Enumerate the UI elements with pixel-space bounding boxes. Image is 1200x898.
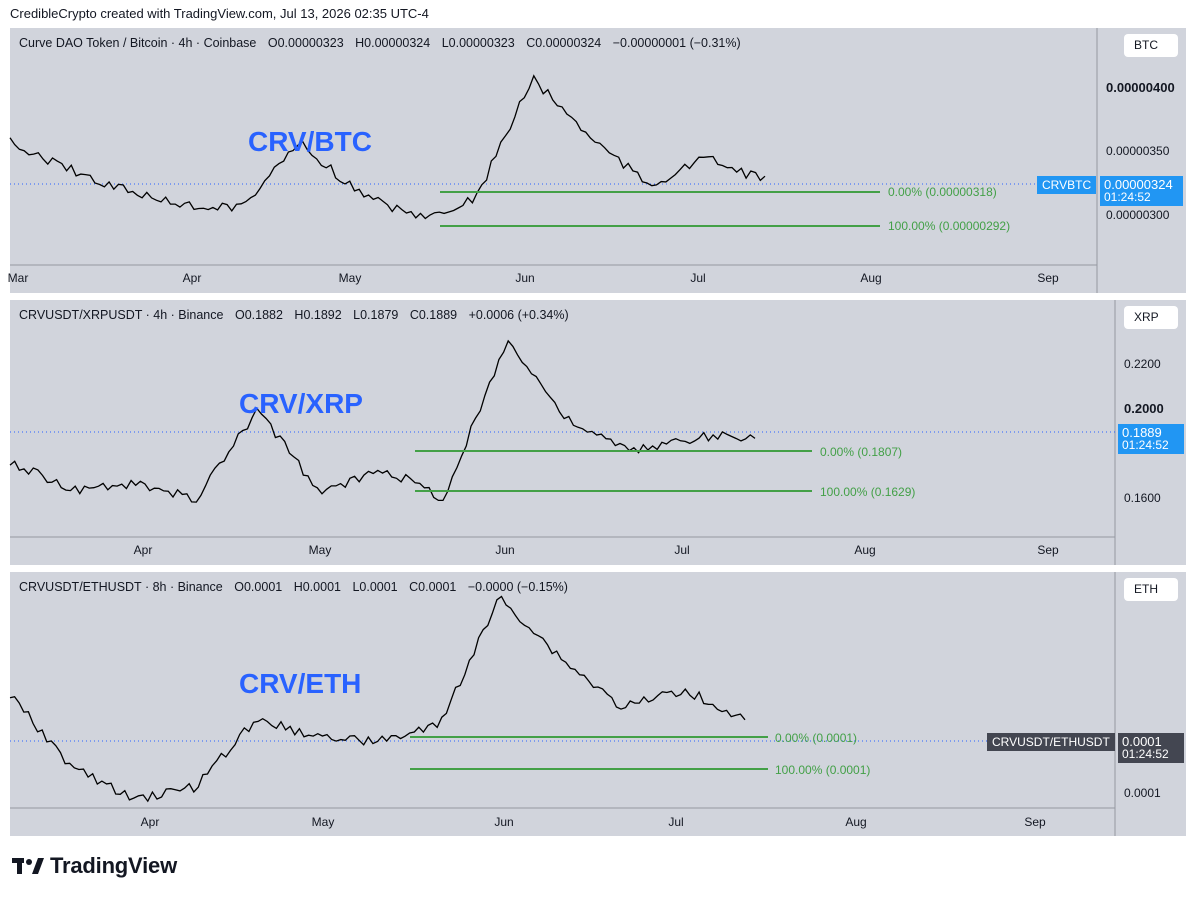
x-tick: Apr (182, 271, 202, 285)
ohlc-legend: CRVUSDT/XRPUSDT · 4h · Binance O0.1882 H… (19, 308, 569, 322)
y-tick: 0.00000300 (1106, 208, 1170, 222)
legend-open: 0.1882 (244, 308, 283, 322)
chart-panel-crv-btc[interactable]: Curve DAO Token / Bitcoin · 4h · Coinbas… (7, 28, 1186, 293)
y-tick: 0.0001 (1124, 786, 1161, 800)
legend-low: 0.1879 (360, 308, 399, 322)
y-tick: 0.2000 (1124, 401, 1164, 416)
legend-low: 0.0001 (359, 580, 398, 594)
legend-open-key: O (267, 36, 278, 50)
fib-label-0: 0.00% (0.00000318) (888, 185, 997, 199)
bar-countdown: 01:24:52 (1122, 438, 1169, 452)
legend-high-key: H (294, 308, 304, 322)
x-tick: Aug (860, 271, 882, 285)
fib-label-0: 0.00% (0.0001) (775, 731, 858, 745)
x-tick: Aug (845, 815, 867, 829)
last-price: 0.1889 (1122, 425, 1162, 440)
symbol-tag: CRVBTC (1037, 176, 1097, 194)
x-tick: Apr (133, 543, 153, 557)
x-tick: Jun (495, 543, 515, 557)
last-price-tag: 0.0001 01:24:52 (1118, 733, 1184, 763)
symbol-tag: CRVUSDT/ETHUSDT (987, 733, 1115, 751)
legend-low-key: L (352, 580, 360, 594)
fib-label-100: 100.00% (0.00000292) (888, 219, 1011, 233)
pair-label: CRV/ETH (239, 668, 362, 699)
ohlc-legend: CRVUSDT/ETHUSDT · 8h · Binance O0.0001 H… (19, 580, 568, 594)
header-credit: CredibleCrypto created with TradingView.… (10, 6, 429, 21)
chart-panel-crv-eth[interactable]: CRVUSDT/ETHUSDT · 8h · Binance O0.0001 H… (9, 572, 1186, 836)
legend-high-key: H (355, 36, 365, 50)
legend-title: CRVUSDT/ETHUSDT · 8h · Binance (19, 580, 223, 594)
legend-change: −0.00000001 (−0.31%) (612, 36, 741, 50)
tradingview-wordmark: TradingView (50, 853, 177, 878)
x-tick: Sep (1024, 815, 1046, 829)
legend-close-key: C (409, 308, 419, 322)
x-tick: Jul (668, 815, 684, 829)
legend-high: 0.00000324 (364, 36, 431, 50)
x-tick: May (311, 815, 335, 829)
bar-countdown: 01:24:52 (1104, 190, 1151, 204)
y-tick: 0.00000350 (1106, 144, 1170, 158)
legend-open: 0.00000323 (277, 36, 344, 50)
fib-label-100: 100.00% (0.1629) (820, 485, 916, 499)
legend-close: 0.1889 (418, 308, 458, 322)
x-tick: Jul (690, 271, 706, 285)
y-tick: 0.2200 (1124, 357, 1161, 371)
x-tick: Apr (140, 815, 160, 829)
legend-close: 0.00000324 (535, 36, 602, 50)
legend-change: −0.0000 (−0.15%) (467, 580, 568, 594)
legend-low-key: L (441, 36, 449, 50)
legend-title: Curve DAO Token / Bitcoin · 4h · Coinbas… (19, 36, 257, 50)
fib-label-100: 100.00% (0.0001) (775, 763, 871, 777)
x-tick: Sep (1037, 271, 1059, 285)
pair-label: CRV/BTC (248, 126, 372, 157)
legend-open-key: O (234, 308, 245, 322)
x-tick: Mar (7, 271, 29, 285)
price-series-line (9, 339, 756, 503)
legend-change: +0.0006 (+0.34%) (468, 308, 569, 322)
tradingview-logo-icon (12, 858, 44, 874)
price-series-line (9, 595, 746, 803)
chart-canvas[interactable] (9, 572, 1186, 836)
last-price: 0.00000324 (1104, 177, 1173, 192)
legend-high: 0.1892 (303, 308, 342, 322)
chart-canvas[interactable] (9, 300, 1186, 565)
x-tick: Jun (515, 271, 535, 285)
legend-low-key: L (353, 308, 361, 322)
x-tick: Jul (674, 543, 690, 557)
legend-high-key: H (293, 580, 303, 594)
legend-close: 0.0001 (418, 580, 457, 594)
bar-countdown: 01:24:52 (1122, 747, 1169, 761)
price-series-line (9, 74, 766, 220)
tradingview-brand[interactable]: TradingView (12, 853, 177, 879)
legend-title: CRVUSDT/XRPUSDT · 4h · Binance (19, 308, 224, 322)
chart-panel-crv-xrp[interactable]: CRVUSDT/XRPUSDT · 4h · Binance O0.1882 H… (9, 300, 1186, 565)
last-price-tag: 0.00000324 01:24:52 (1100, 176, 1183, 206)
last-price-tag: 0.1889 01:24:52 (1118, 424, 1184, 454)
legend-close-key: C (409, 580, 419, 594)
y-tick: 0.00000400 (1106, 80, 1175, 95)
scale-currency-button[interactable]: XRP (1124, 306, 1178, 329)
legend-close-key: C (526, 36, 536, 50)
x-tick: Sep (1037, 543, 1059, 557)
x-tick: May (338, 271, 362, 285)
ohlc-legend: Curve DAO Token / Bitcoin · 4h · Coinbas… (19, 36, 741, 50)
scale-currency-button[interactable]: ETH (1124, 578, 1178, 601)
last-price: 0.0001 (1122, 734, 1162, 749)
legend-open: 0.0001 (243, 580, 283, 594)
y-tick: 0.1600 (1124, 491, 1161, 505)
x-tick: Aug (854, 543, 876, 557)
fib-label-0: 0.00% (0.1807) (820, 445, 903, 459)
x-tick: May (308, 543, 332, 557)
legend-open-key: O (234, 580, 244, 594)
pair-label: CRV/XRP (239, 388, 363, 419)
scale-currency-button[interactable]: BTC (1124, 34, 1178, 57)
x-tick: Jun (494, 815, 514, 829)
chart-canvas[interactable] (9, 28, 1186, 293)
legend-high: 0.0001 (302, 580, 341, 594)
legend-low: 0.00000323 (448, 36, 515, 50)
